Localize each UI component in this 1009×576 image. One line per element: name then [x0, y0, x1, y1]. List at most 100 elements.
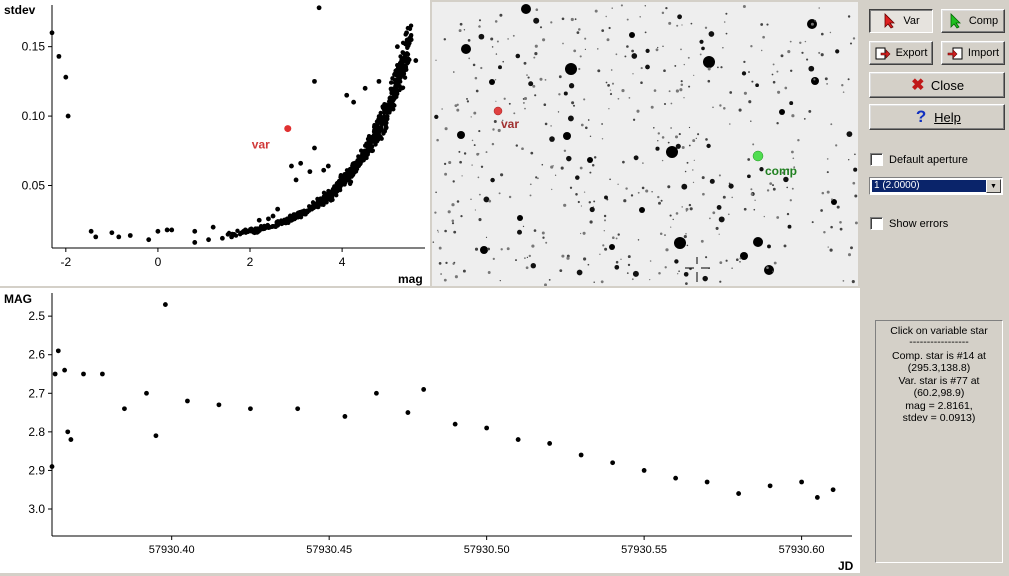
import-button-label: Import [967, 47, 1000, 59]
star-field-svg[interactable]: var comp [432, 2, 858, 287]
lc-y-tick-label: 3.0 [28, 502, 45, 516]
star [839, 221, 842, 224]
star [473, 111, 477, 115]
scatter-point [388, 107, 393, 112]
star [541, 163, 544, 166]
star [823, 231, 826, 234]
comp-star-marker[interactable] [752, 150, 764, 162]
show-errors-label: Show errors [889, 217, 949, 230]
star [559, 269, 563, 273]
star [489, 79, 495, 85]
star [735, 258, 739, 262]
stdev-vs-mag-svg[interactable]: stdev mag 0.15 0.10 0.05 -2 0 2 4 var [0, 0, 430, 286]
star [570, 17, 574, 22]
star [456, 108, 460, 112]
scatter-point [235, 228, 240, 234]
star [544, 122, 548, 126]
star [500, 248, 503, 251]
light-curve-point [799, 479, 805, 485]
star [611, 236, 615, 240]
star [801, 51, 804, 54]
star [811, 221, 814, 224]
comp-button[interactable]: Comp [941, 9, 1005, 33]
star [470, 116, 472, 118]
star [621, 89, 625, 93]
star [854, 221, 858, 225]
star [789, 199, 792, 202]
star [552, 165, 554, 167]
star [681, 146, 685, 149]
star [759, 167, 764, 172]
scatter-point [56, 53, 62, 59]
star [562, 42, 564, 45]
star [762, 35, 765, 39]
scatter-point [402, 58, 408, 64]
star [448, 160, 452, 165]
star [686, 161, 689, 164]
import-button[interactable]: Import [941, 41, 1005, 65]
star [793, 166, 796, 169]
star [444, 127, 448, 131]
star [633, 155, 639, 161]
show-errors-checkbox-box[interactable] [870, 217, 883, 230]
light-curve-point [49, 464, 55, 469]
star [674, 64, 677, 67]
star [683, 271, 689, 277]
star [678, 270, 680, 273]
light-curve-plot[interactable]: MAG JD 2.5 2.6 2.7 2.8 2.9 3.0 57930.40 57930.… [0, 288, 860, 573]
info-line-8: stdev = 0.0913) [902, 412, 976, 424]
star [575, 175, 580, 180]
close-button[interactable]: ✖ Close [869, 72, 1005, 98]
chevron-down-icon[interactable]: ▼ [986, 179, 1001, 193]
star [820, 53, 824, 57]
star-field-image[interactable]: var comp [432, 2, 858, 287]
star [515, 144, 518, 147]
star [508, 195, 512, 199]
default-aperture-checkbox[interactable]: Default aperture [870, 153, 968, 166]
star [622, 160, 625, 164]
star [522, 101, 525, 104]
light-curve-point [421, 387, 427, 392]
stdev-vs-mag-plot[interactable]: stdev mag 0.15 0.10 0.05 -2 0 2 4 var [0, 0, 430, 286]
scatter-point [352, 166, 357, 171]
variable-star-point[interactable] [284, 125, 292, 133]
scatter-point [393, 86, 398, 91]
var-button[interactable]: Var [869, 9, 933, 33]
variable-star-label: var [252, 138, 270, 152]
star [521, 4, 531, 14]
star [681, 24, 683, 26]
star [522, 225, 525, 228]
light-curve-svg[interactable]: MAG JD 2.5 2.6 2.7 2.8 2.9 3.0 57930.40 57930.… [0, 288, 860, 573]
star [836, 205, 840, 209]
scatter-point [350, 172, 355, 177]
lc-y-tick-label: 2.6 [28, 348, 45, 362]
star [668, 90, 671, 93]
star [729, 123, 731, 125]
star [525, 266, 529, 270]
help-button[interactable]: ? Help [869, 104, 1005, 130]
aperture-select[interactable]: 1 (2.0000) ▼ [869, 177, 1003, 195]
star [458, 150, 461, 153]
default-aperture-checkbox-box[interactable] [870, 153, 883, 166]
star [492, 128, 495, 131]
x-tick-label: -2 [60, 255, 71, 269]
scatter-point [413, 58, 419, 63]
star [542, 236, 545, 239]
star [627, 263, 631, 267]
star [491, 142, 495, 146]
star [851, 280, 855, 284]
star [476, 152, 479, 156]
export-button[interactable]: Export [869, 41, 933, 65]
star [820, 209, 823, 212]
scatter-point [296, 212, 302, 217]
star [854, 153, 856, 156]
info-line-3: Comp. star is #14 at [892, 349, 986, 362]
star [664, 266, 667, 269]
var-star-marker[interactable] [493, 106, 503, 116]
star [827, 246, 829, 248]
star [569, 186, 573, 189]
lc-x-tick-label: 57930.60 [779, 544, 825, 556]
show-errors-checkbox[interactable]: Show errors [870, 217, 948, 230]
star [485, 236, 488, 238]
star [728, 183, 734, 189]
